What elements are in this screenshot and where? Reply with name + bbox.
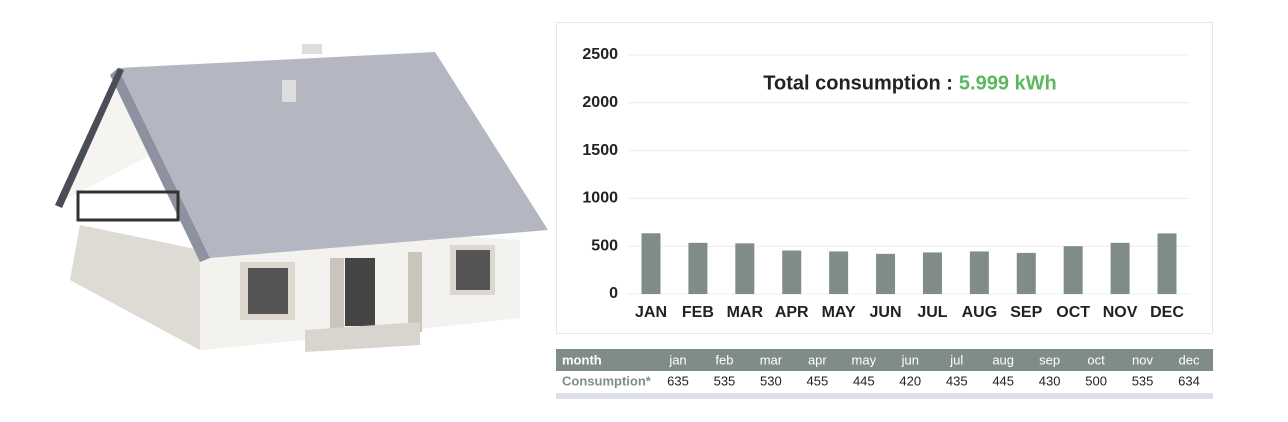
bar (829, 251, 849, 294)
bar (969, 251, 989, 294)
x-tick-label: JUN (870, 304, 902, 321)
x-tick-label: DEC (1150, 304, 1184, 321)
table-cell: 634 (1178, 373, 1200, 388)
y-tick-label: 500 (591, 237, 618, 254)
bar (1063, 246, 1083, 294)
table-header-cell: jul (949, 352, 963, 367)
table-header-cell: aug (992, 352, 1014, 367)
table-header-cell: jan (668, 352, 686, 367)
table-header-cell: nov (1132, 352, 1153, 367)
table-header-cell: month (562, 352, 602, 367)
bar (688, 242, 708, 294)
table-header-cell: feb (715, 352, 733, 367)
y-tick-label: 0 (609, 285, 618, 302)
bar (1157, 233, 1177, 294)
table-header-cell: apr (808, 352, 827, 367)
table-header-cell: oct (1087, 352, 1105, 367)
y-tick-label: 2500 (582, 46, 618, 63)
table-cell: 535 (1132, 373, 1154, 388)
x-tick-label: JUL (917, 304, 947, 321)
table-header-cell: dec (1179, 352, 1200, 367)
x-tick-label: MAR (727, 304, 764, 321)
table-header-cell: jun (901, 352, 919, 367)
bar (641, 233, 661, 294)
bar (735, 243, 755, 294)
table-cell: 430 (1039, 373, 1061, 388)
bar (922, 252, 942, 294)
y-tick-label: 1000 (582, 190, 618, 207)
table-cell: 535 (714, 373, 736, 388)
table-header-bg (556, 349, 1213, 371)
table-cell: 445 (853, 373, 875, 388)
bar (1110, 242, 1130, 294)
total-value: 5.999 kWh (959, 72, 1057, 94)
table-cell: 530 (760, 373, 782, 388)
table-cell: 455 (807, 373, 829, 388)
x-tick-label: MAY (822, 304, 856, 321)
chart-title: Total consumption : (763, 72, 953, 94)
table-cell: 445 (992, 373, 1014, 388)
table-cell: 635 (667, 373, 689, 388)
x-tick-label: JAN (635, 304, 667, 321)
table-cell: 500 (1085, 373, 1107, 388)
table-cell: 420 (899, 373, 921, 388)
y-tick-label: 1500 (582, 142, 618, 159)
x-tick-label: NOV (1103, 304, 1138, 321)
x-tick-label: FEB (682, 304, 714, 321)
house-illustration (55, 44, 548, 352)
bar (876, 253, 896, 294)
x-tick-label: AUG (962, 304, 998, 321)
table-header-cell: mar (760, 352, 783, 367)
table-footer (556, 393, 1213, 399)
y-tick-label: 2000 (582, 94, 618, 111)
x-tick-label: SEP (1010, 304, 1042, 321)
bar (782, 250, 802, 294)
table-header-cell: may (852, 352, 877, 367)
bar (1016, 252, 1036, 294)
x-tick-label: APR (775, 304, 809, 321)
row-label: Consumption* (562, 373, 652, 388)
table-cell: 435 (946, 373, 968, 388)
table-header-cell: sep (1039, 352, 1060, 367)
x-tick-label: OCT (1056, 304, 1090, 321)
